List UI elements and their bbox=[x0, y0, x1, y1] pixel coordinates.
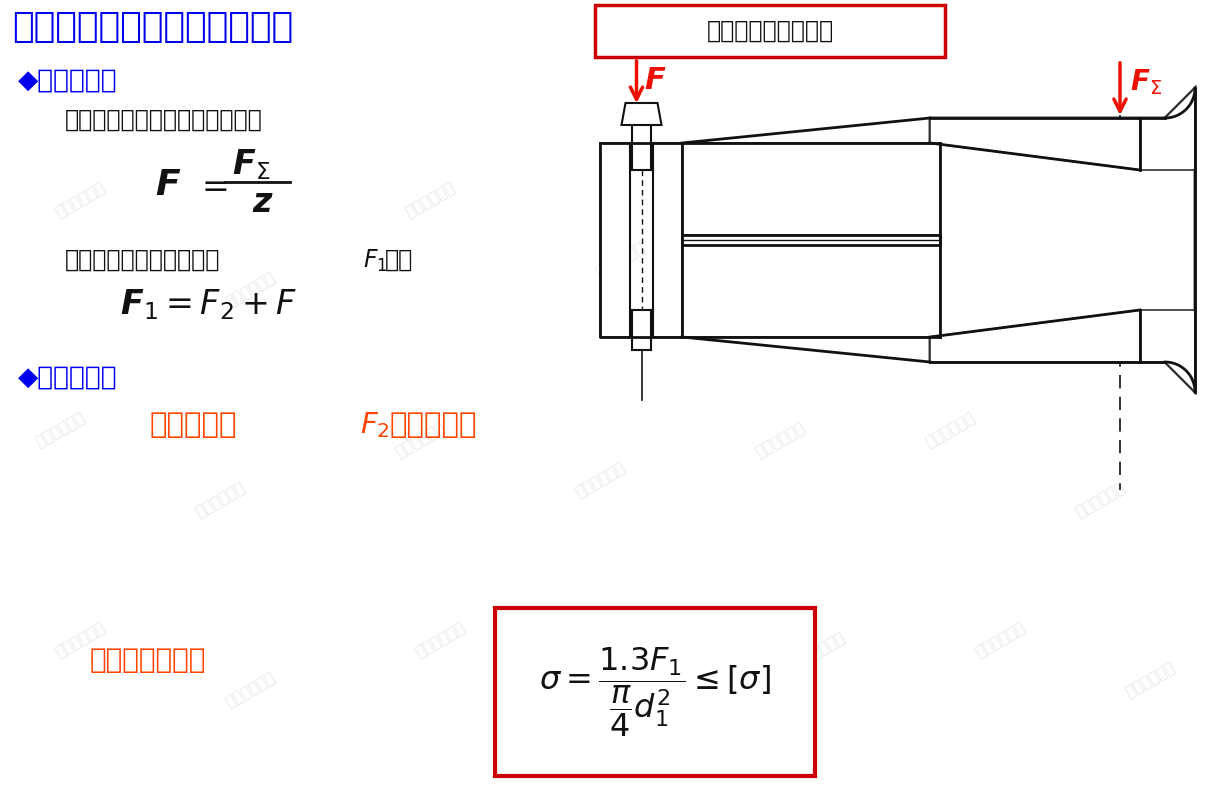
Polygon shape bbox=[600, 143, 630, 337]
Text: 河南科技大学: 河南科技大学 bbox=[52, 620, 108, 660]
Text: $=$: $=$ bbox=[195, 168, 228, 201]
Text: 为：: 为： bbox=[385, 248, 414, 272]
Text: 河南科技大学: 河南科技大学 bbox=[222, 270, 278, 310]
Text: 河南科技大学: 河南科技大学 bbox=[1122, 660, 1178, 700]
Text: 河南科技大学: 河南科技大学 bbox=[773, 210, 827, 250]
Text: 河南科技大学: 河南科技大学 bbox=[752, 420, 808, 460]
Text: 残余预紧力: 残余预紧力 bbox=[150, 411, 238, 439]
Text: $\boldsymbol{z}$: $\boldsymbol{z}$ bbox=[252, 185, 274, 218]
Text: 河南科技大学: 河南科技大学 bbox=[1072, 280, 1127, 320]
Text: 河南科技大学: 河南科技大学 bbox=[792, 630, 848, 670]
Polygon shape bbox=[930, 118, 1140, 170]
Bar bbox=[682, 235, 940, 245]
Text: $F_1$: $F_1$ bbox=[363, 248, 387, 274]
Text: 满足要求。: 满足要求。 bbox=[391, 411, 478, 439]
Text: $\boldsymbol{F}_\Sigma$: $\boldsymbol{F}_\Sigma$ bbox=[232, 148, 270, 182]
Text: $\sigma = \dfrac{1.3F_1}{\dfrac{\pi}{4}d_1^2} \leq [\sigma]$: $\sigma = \dfrac{1.3F_1}{\dfrac{\pi}{4}d… bbox=[539, 646, 771, 739]
Bar bbox=[495, 608, 815, 776]
Text: 每个螺栓所受轴向工作载荷为：: 每个螺栓所受轴向工作载荷为： bbox=[66, 108, 263, 132]
Polygon shape bbox=[653, 143, 682, 337]
Text: $\boldsymbol{F}_1 = F_2 + F$: $\boldsymbol{F}_1 = F_2 + F$ bbox=[120, 288, 297, 322]
Text: 河南科技大学: 河南科技大学 bbox=[592, 239, 648, 280]
Text: $\boldsymbol{F}_\Sigma$: $\boldsymbol{F}_\Sigma$ bbox=[1131, 67, 1162, 97]
Text: 河南科技大学: 河南科技大学 bbox=[33, 410, 87, 450]
Text: 河南科技大学: 河南科技大学 bbox=[193, 480, 247, 520]
Text: 河南科技大学: 河南科技大学 bbox=[403, 180, 457, 220]
Text: 河南科技大学: 河南科技大学 bbox=[1072, 480, 1127, 520]
Text: 河南科技大学: 河南科技大学 bbox=[52, 180, 108, 220]
Text: 河南科技大学: 河南科技大学 bbox=[603, 650, 657, 690]
Polygon shape bbox=[682, 235, 940, 337]
Text: ◆设计准则：: ◆设计准则： bbox=[18, 365, 118, 391]
Text: $F_2$: $F_2$ bbox=[360, 410, 389, 440]
Text: ◆受力分析：: ◆受力分析： bbox=[18, 68, 118, 94]
Polygon shape bbox=[1140, 310, 1195, 392]
Text: 河南科技大学: 河南科技大学 bbox=[222, 670, 278, 710]
Text: 三、受轴向载荷的螺栓组联接: 三、受轴向载荷的螺栓组联接 bbox=[12, 10, 294, 44]
Bar bbox=[596, 5, 945, 57]
Text: 河南科技大学: 河南科技大学 bbox=[412, 620, 467, 660]
Text: $\boldsymbol{F}$: $\boldsymbol{F}$ bbox=[155, 168, 181, 202]
Polygon shape bbox=[621, 103, 661, 125]
Text: 每个螺栓所承受的总载荷: 每个螺栓所承受的总载荷 bbox=[66, 248, 221, 272]
Text: 只能采用普通螺栓。: 只能采用普通螺栓。 bbox=[706, 19, 833, 43]
Text: 河南科技大学: 河南科技大学 bbox=[393, 420, 448, 460]
Text: 螺栓强度条件：: 螺栓强度条件： bbox=[90, 646, 206, 674]
Polygon shape bbox=[1140, 88, 1195, 170]
Text: 河南科技大学: 河南科技大学 bbox=[943, 180, 997, 220]
Text: $\boldsymbol{F}$: $\boldsymbol{F}$ bbox=[644, 66, 667, 95]
Polygon shape bbox=[682, 143, 940, 245]
Text: 河南科技大学: 河南科技大学 bbox=[973, 620, 1027, 660]
Text: 河南科技大学: 河南科技大学 bbox=[573, 460, 627, 500]
Polygon shape bbox=[930, 88, 1195, 392]
Text: 河南科技大学: 河南科技大学 bbox=[923, 410, 978, 450]
Polygon shape bbox=[930, 310, 1140, 362]
